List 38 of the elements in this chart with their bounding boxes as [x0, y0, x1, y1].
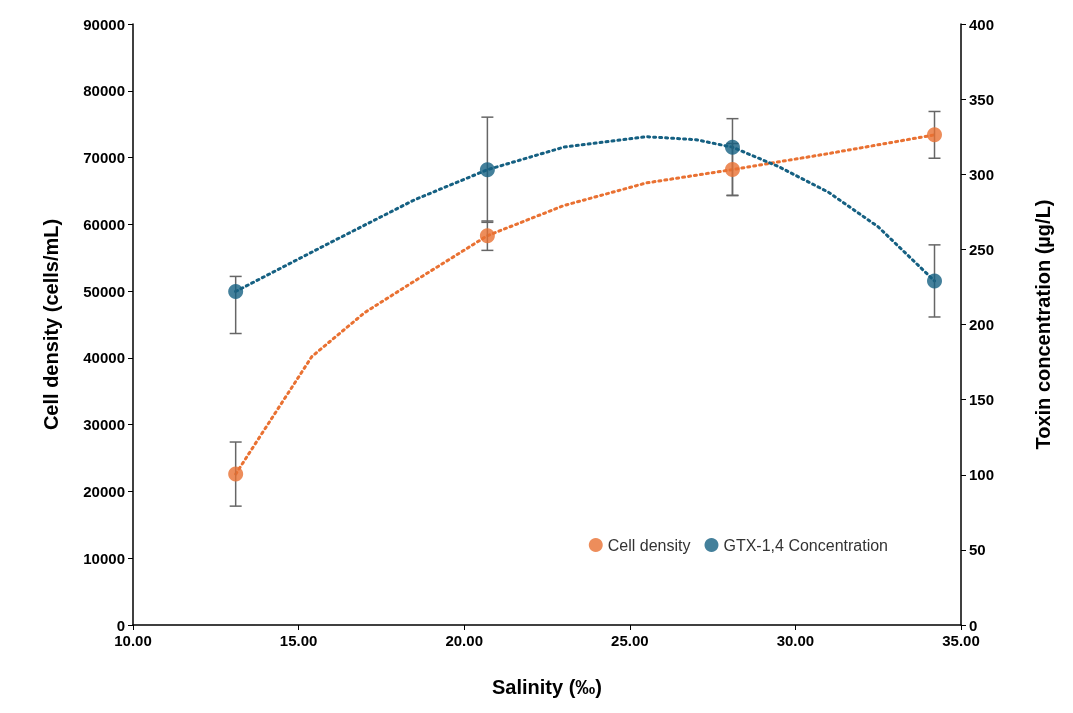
- x-tick-label: 35.00: [942, 632, 980, 649]
- y-tick-label: 0: [116, 616, 125, 634]
- y2-tick-label: 0: [969, 616, 978, 634]
- y-tick-label: 60000: [83, 215, 125, 233]
- x-tick-label: 20.00: [445, 632, 483, 649]
- y2-tick-label: 350: [969, 90, 995, 108]
- y-tick-label: 90000: [83, 15, 125, 33]
- y2-tick-label: 200: [969, 316, 995, 333]
- y2-tick-label: 50: [969, 541, 986, 559]
- legend-label: Cell density: [607, 536, 691, 554]
- y-axis-title: Cell density (cells/mL): [40, 218, 62, 431]
- point: [724, 139, 740, 155]
- point: [228, 466, 244, 482]
- y-tick-label: 80000: [83, 82, 125, 100]
- point: [479, 228, 495, 244]
- point: [228, 283, 244, 299]
- point: [927, 127, 942, 143]
- y-tick-label: 10000: [83, 549, 125, 567]
- x-tick-label: 15.00: [279, 632, 318, 649]
- legend-label: GTX-1,4 Concentration: [723, 536, 889, 554]
- y2-tick-label: 400: [969, 15, 995, 33]
- x-tick-label: 30.00: [776, 632, 815, 649]
- point: [479, 162, 495, 178]
- y2-tick-label: 150: [969, 391, 995, 409]
- y-tick-label: 30000: [83, 416, 125, 434]
- y-tick-label: 50000: [83, 282, 125, 300]
- y2-tick-label: 100: [969, 466, 995, 484]
- y-tick-label: 40000: [83, 349, 125, 367]
- x-tick-label: 10.00: [114, 632, 152, 649]
- y2-tick-label: 250: [969, 240, 995, 258]
- point: [724, 162, 740, 178]
- x-tick-label: 25.00: [611, 632, 649, 649]
- y2-tick-label: 300: [969, 165, 995, 183]
- point: [927, 273, 942, 289]
- y-tick-label: 20000: [83, 482, 125, 500]
- x-axis-title: Salinity (‰): [491, 676, 603, 698]
- y-tick-label: 70000: [83, 149, 125, 167]
- y2-axis-title: Toxin concentration (µg/L): [1032, 199, 1054, 450]
